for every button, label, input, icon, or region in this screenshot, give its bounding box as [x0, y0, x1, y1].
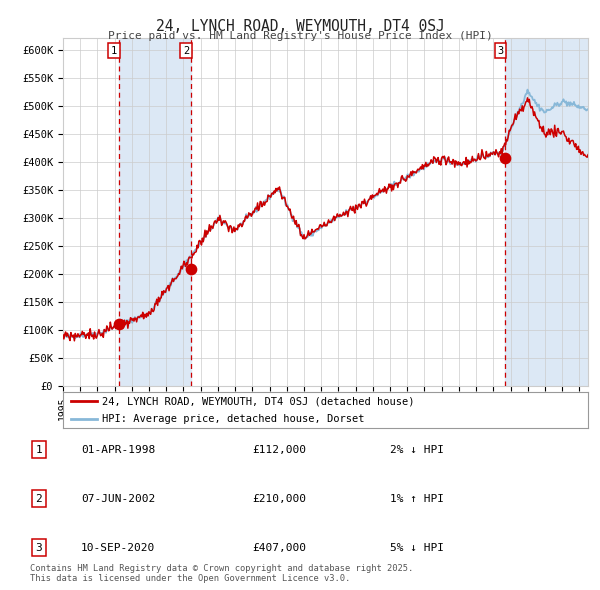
Text: 10-SEP-2020: 10-SEP-2020	[81, 543, 155, 552]
Text: 1% ↑ HPI: 1% ↑ HPI	[390, 494, 444, 503]
Text: 3: 3	[35, 543, 43, 552]
Text: 2% ↓ HPI: 2% ↓ HPI	[390, 445, 444, 454]
Text: 1: 1	[35, 445, 43, 454]
Bar	[505, 38, 588, 386]
Text: Contains HM Land Registry data © Crown copyright and database right 2025.
This d: Contains HM Land Registry data © Crown c…	[30, 563, 413, 583]
Point	[500, 153, 510, 163]
Point	[186, 264, 196, 273]
Text: Price paid vs. HM Land Registry's House Price Index (HPI): Price paid vs. HM Land Registry's House …	[107, 31, 493, 41]
Text: £407,000: £407,000	[252, 543, 306, 552]
Text: HPI: Average price, detached house, Dorset: HPI: Average price, detached house, Dors…	[103, 414, 365, 424]
Text: 24, LYNCH ROAD, WEYMOUTH, DT4 0SJ (detached house): 24, LYNCH ROAD, WEYMOUTH, DT4 0SJ (detac…	[103, 396, 415, 406]
Text: £112,000: £112,000	[252, 445, 306, 454]
Bar	[119, 38, 191, 386]
Text: 2: 2	[35, 494, 43, 503]
Text: 01-APR-1998: 01-APR-1998	[81, 445, 155, 454]
Point	[114, 319, 124, 328]
Text: £210,000: £210,000	[252, 494, 306, 503]
Text: 5% ↓ HPI: 5% ↓ HPI	[390, 543, 444, 552]
Text: 2: 2	[183, 45, 189, 55]
Text: 1: 1	[111, 45, 117, 55]
Text: 24, LYNCH ROAD, WEYMOUTH, DT4 0SJ: 24, LYNCH ROAD, WEYMOUTH, DT4 0SJ	[155, 19, 445, 34]
Text: 3: 3	[497, 45, 503, 55]
Text: 07-JUN-2002: 07-JUN-2002	[81, 494, 155, 503]
